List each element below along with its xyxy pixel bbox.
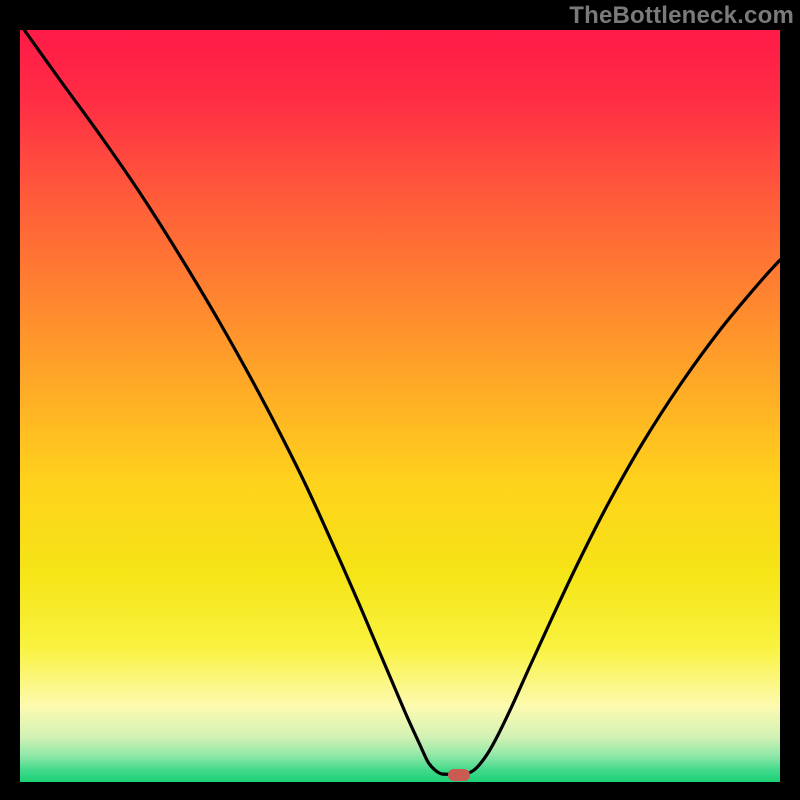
watermark-text: TheBottleneck.com — [569, 2, 794, 30]
plot-area — [20, 30, 780, 782]
background-gradient — [20, 30, 780, 782]
chart-frame: TheBottleneck.com — [0, 0, 800, 800]
minimum-marker — [448, 769, 470, 781]
